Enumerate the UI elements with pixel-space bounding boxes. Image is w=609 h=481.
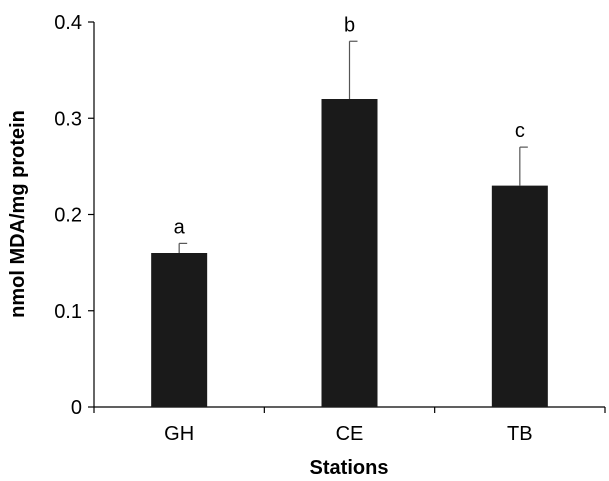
y-tick-label: 0.2: [54, 205, 82, 227]
y-tick-group: 0 0.1 0.2 0.3 0.4: [54, 12, 94, 419]
bar-tb: [491, 185, 548, 407]
x-tick-label: GH: [164, 423, 194, 445]
y-tick-label: 0: [71, 397, 82, 419]
bar-group: [151, 99, 548, 407]
bar-gh: [151, 253, 208, 407]
significance-letter-group: a b c: [174, 14, 525, 238]
x-tick-label: CE: [336, 423, 364, 445]
y-tick-label: 0.3: [54, 108, 82, 130]
bar-ce: [321, 99, 378, 407]
y-axis-title: nmol MDA/mg protein: [7, 110, 29, 318]
x-tick-label: TB: [507, 423, 533, 445]
x-tick-group: GH CE TB: [93, 407, 606, 445]
significance-letter: a: [174, 216, 186, 238]
y-tick-label: 0.1: [54, 301, 82, 323]
significance-letter: c: [515, 120, 525, 142]
y-tick-label: 0.4: [54, 12, 82, 34]
x-axis-title: Stations: [310, 457, 389, 479]
significance-letter: b: [344, 14, 355, 36]
error-bar-group: [178, 40, 528, 253]
